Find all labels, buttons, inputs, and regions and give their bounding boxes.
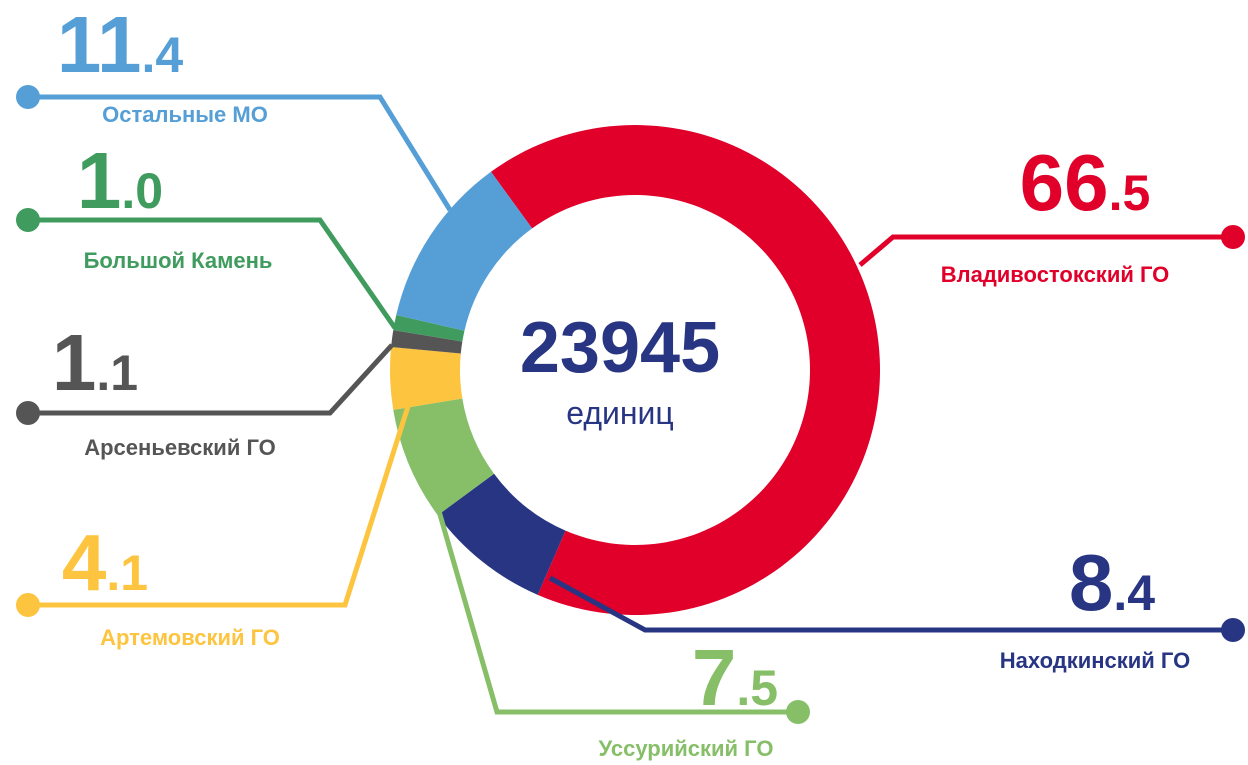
donut-slice [396, 171, 533, 331]
leader-line [858, 234, 1233, 267]
value-label: 1.1 [52, 318, 138, 407]
value-label: 11.4 [57, 0, 183, 89]
leader-line [28, 399, 413, 608]
leader-dot [1221, 225, 1245, 249]
value-label: 4.1 [62, 518, 148, 607]
category-label: Арсеньевский ГО [84, 435, 276, 460]
donut-slice [437, 473, 566, 595]
donut-slice [490, 124, 880, 615]
category-label: Большой Камень [84, 248, 273, 273]
category-label: Остальные МО [102, 102, 268, 127]
category-label: Артемовский ГО [100, 625, 280, 650]
donut-slice [390, 346, 463, 410]
value-label: 8.4 [1069, 538, 1155, 627]
leader-line [28, 94, 453, 212]
category-label: Владивостокский ГО [941, 262, 1170, 287]
leader-dot [16, 208, 40, 232]
value-label: 1.0 [77, 136, 163, 225]
value-label: 66.5 [1020, 138, 1151, 227]
donut-slice [391, 330, 463, 354]
category-label: Уссурийский ГО [599, 736, 774, 761]
donut-slice [393, 315, 465, 342]
category-label: Находкинский ГО [1000, 648, 1190, 673]
center-value: 23945 [520, 308, 720, 388]
leader-line [28, 217, 398, 330]
donut-slice [393, 398, 495, 516]
leader-dot [786, 700, 810, 724]
value-label: 7.5 [692, 633, 778, 722]
leader-dot [16, 401, 40, 425]
leader-dot [1221, 618, 1245, 642]
leader-line [28, 343, 394, 416]
leader-dot [16, 593, 40, 617]
leader-dot [16, 85, 40, 109]
center-label: единиц [566, 395, 674, 431]
leader-line [548, 575, 1233, 633]
leader-line [427, 479, 798, 715]
